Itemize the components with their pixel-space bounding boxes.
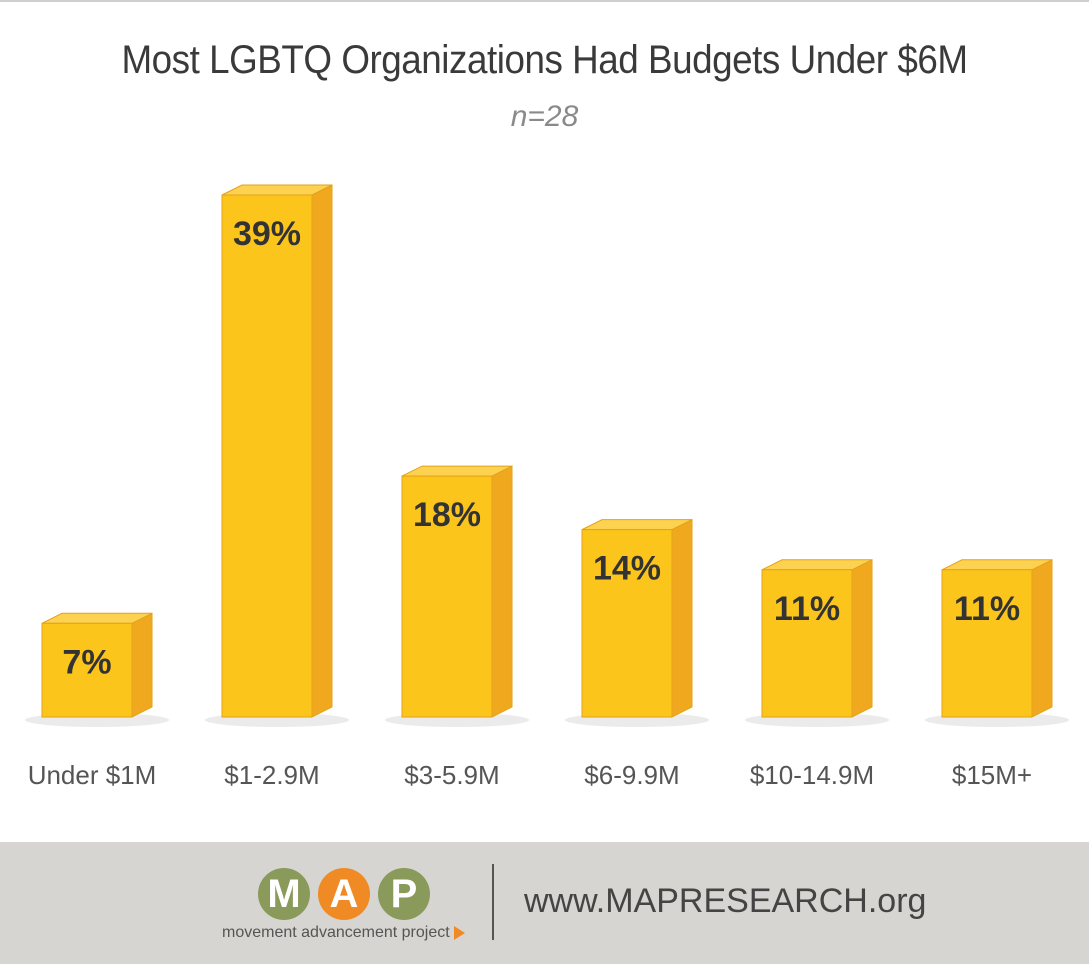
bar-side [131, 612, 153, 718]
data-label: 14% [593, 550, 661, 588]
website-link[interactable]: www.MAPRESEARCH.org [524, 882, 927, 920]
top-rule [0, 0, 1089, 2]
bar-side [1031, 558, 1053, 718]
chart-title: Most LGBTQ Organizations Had Budgets Und… [121, 38, 968, 82]
bar [581, 529, 673, 718]
logo-tagline-row: movement advancement project [222, 924, 465, 942]
x-tick-label: $15M+ [952, 760, 1032, 790]
data-label: 7% [62, 643, 111, 681]
map-logo[interactable]: M A P movement advancement project [222, 868, 465, 958]
footer-divider [492, 864, 494, 940]
play-arrow-icon [453, 925, 465, 940]
bar-top [41, 612, 153, 624]
x-tick-label: $10-14.9M [750, 760, 874, 790]
bar [41, 622, 133, 718]
x-tick-label: $1-2.9M [224, 760, 319, 790]
data-label: 11% [774, 590, 840, 628]
bar-top [941, 559, 1053, 571]
x-tick-label: $3-5.9M [404, 760, 499, 790]
footer: M A P movement advancement project www.M… [0, 842, 1089, 964]
bar-top [581, 519, 693, 531]
bar-side [311, 184, 333, 718]
logo-letter-p: P [378, 868, 430, 920]
data-label: 11% [954, 590, 1020, 628]
x-tick-label: Under $1M [28, 760, 157, 790]
bar-top [221, 184, 333, 196]
bar-top [761, 559, 873, 571]
data-label: 18% [413, 496, 481, 534]
x-tick-label: $6-9.9M [584, 760, 679, 790]
bar-side [491, 465, 513, 718]
data-label: 39% [233, 215, 301, 253]
bar-chart: 7% Under $1M 39% $1-2.9M 18% $3-5.9M 14% $6-9.9… [25, 184, 1069, 790]
logo-letter-a: A [318, 868, 370, 920]
bar-side [671, 518, 693, 718]
bar [401, 475, 493, 718]
bar [941, 569, 1033, 718]
chart-subtitle: n=28 [510, 100, 579, 133]
bar-side [851, 558, 873, 718]
bar [761, 569, 853, 718]
bar-top [401, 465, 513, 477]
logo-letter-m: M [258, 868, 310, 920]
logo-tagline: movement advancement project [222, 924, 450, 941]
bar [221, 194, 313, 718]
